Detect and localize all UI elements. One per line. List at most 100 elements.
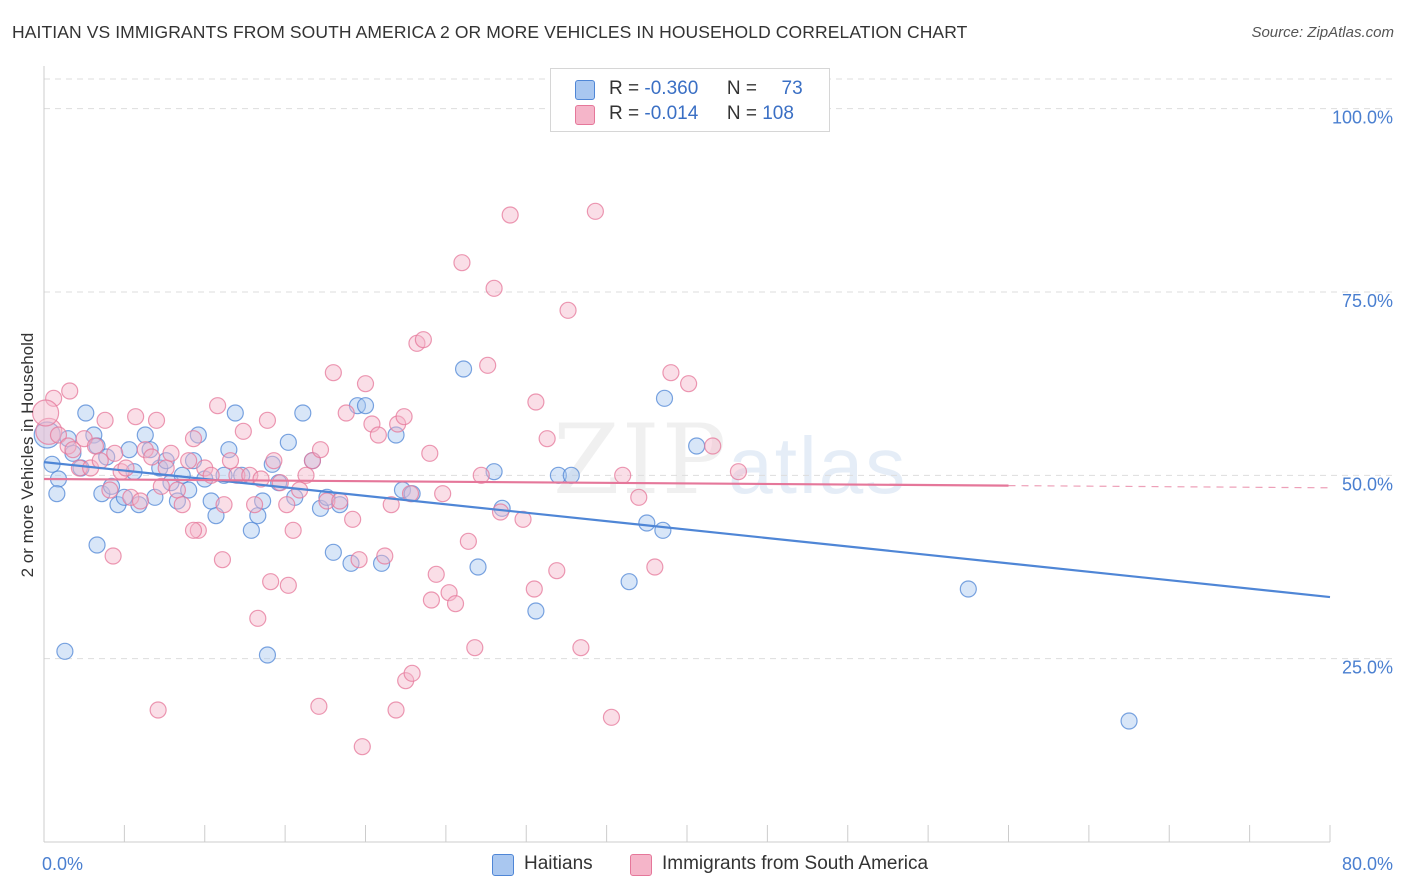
y-tick-label: 50.0%: [1342, 474, 1393, 494]
immigrant-point: [353, 738, 371, 756]
correlation-legend: R = -0.360 N = 73 R = -0.014 N = 108: [550, 68, 830, 132]
immigrant-point: [64, 441, 82, 459]
haitian-point: [77, 404, 95, 422]
haitian-point: [527, 602, 545, 620]
immigrant-point: [96, 411, 114, 429]
haitian-point: [469, 558, 487, 576]
haitian-trend-line: [43, 461, 1331, 599]
haitian-point: [331, 496, 349, 514]
immigrant-point: [297, 466, 315, 484]
immigrant-point: [646, 558, 664, 576]
y-tick-label: 75.0%: [1342, 291, 1393, 311]
haitian-point: [242, 521, 260, 539]
immigrant-point: [337, 404, 355, 422]
y-axis-label: 2 or more Vehicles in Household: [18, 332, 37, 578]
watermark-atlas: atlas: [728, 421, 908, 510]
immigrant-point: [245, 496, 264, 514]
immigrant-point: [279, 576, 297, 594]
haitian-point: [226, 404, 244, 422]
immigrant-point: [501, 206, 519, 224]
immigrant-point: [221, 452, 240, 470]
legend-r-value: -0.014: [644, 103, 699, 124]
immigrant-point: [162, 444, 180, 462]
immigrant-point: [91, 452, 109, 470]
haitian-point: [959, 580, 977, 598]
haitian-point: [56, 642, 74, 660]
legend-n-value: 108: [762, 103, 794, 124]
immigrant-point: [572, 639, 590, 657]
y-tick-label: 25.0%: [1342, 658, 1393, 678]
immigrant-point: [184, 430, 203, 448]
haitian-point: [258, 646, 277, 664]
immigrant-point: [127, 408, 145, 426]
legend-n-value: 73: [781, 78, 803, 99]
haitian-point: [620, 573, 638, 591]
legend-r-label: R =: [609, 78, 640, 99]
bottom-legend-swatch-haitians: [492, 854, 514, 876]
immigrant-point: [403, 664, 421, 682]
haitian-point: [294, 404, 312, 422]
haitian-point: [454, 360, 473, 378]
immigrant-point: [189, 521, 207, 539]
haitian-point: [562, 466, 580, 484]
bottom-legend-label-haitians: Haitians: [524, 853, 593, 874]
y-tick-label: 100.0%: [1332, 108, 1393, 128]
immigrant-point: [680, 375, 698, 393]
legend-n-label: N =: [726, 103, 757, 124]
haitian-point: [356, 397, 375, 415]
legend-text-haitians: R = -0.360 N = 73: [609, 78, 803, 100]
immigrant-point: [104, 547, 122, 565]
immigrant-point: [180, 452, 198, 470]
immigrant-point: [184, 521, 203, 539]
immigrant-point: [262, 573, 280, 591]
immigrant-point: [414, 331, 432, 349]
haitian-point: [387, 426, 405, 444]
immigrant-point: [363, 415, 381, 433]
immigrant-point: [525, 580, 543, 598]
immigrant-point: [548, 562, 566, 580]
immigrant-point: [350, 551, 368, 569]
immigrant-point: [331, 492, 349, 510]
immigrant-point: [459, 532, 477, 550]
haitian-point: [638, 514, 656, 532]
legend-r-label: R =: [609, 103, 640, 124]
immigrant-point: [234, 422, 252, 440]
immigrant-point: [344, 510, 362, 528]
immigrant-point: [318, 492, 336, 510]
immigrant-point: [729, 463, 748, 481]
immigrant-point: [49, 426, 68, 444]
immigrant-point: [106, 444, 124, 462]
immigrant-trend-line: [43, 477, 1009, 487]
haitian-point: [342, 554, 360, 572]
immigrant-point: [310, 697, 328, 715]
source-credit: Source: ZipAtlas.com: [1251, 24, 1394, 41]
bottom-legend-label-immigrants: Immigrants from South America: [662, 853, 929, 874]
haitian-point: [254, 492, 272, 510]
immigrant-point: [147, 411, 166, 429]
immigrant-point: [630, 488, 648, 506]
immigrant-point: [101, 481, 119, 499]
immigrant-point: [602, 708, 621, 726]
haitian-point: [136, 426, 154, 444]
immigrant-point: [122, 488, 140, 506]
zipatlas-watermark: ZIPatlas: [553, 404, 907, 516]
immigrant-point: [559, 301, 577, 319]
immigrant-point: [168, 481, 187, 499]
immigrant-point: [252, 470, 270, 488]
immigrant-point: [356, 375, 375, 393]
x-tick-label: 80.0%: [1342, 854, 1393, 874]
immigrant-point: [538, 430, 556, 448]
immigrant-point: [662, 364, 680, 382]
legend-swatch-haitians: [575, 80, 595, 100]
immigrant-point: [35, 417, 63, 445]
immigrant-point: [427, 565, 445, 583]
immigrant-point: [152, 477, 170, 495]
haitian-point: [48, 485, 66, 503]
immigrant-point: [265, 452, 283, 470]
immigrant-point: [586, 202, 604, 220]
immigrant-point: [434, 485, 452, 503]
immigrant-point: [446, 595, 465, 613]
immigrant-trend-line-extension: [1008, 485, 1331, 489]
immigrant-point: [117, 459, 135, 477]
